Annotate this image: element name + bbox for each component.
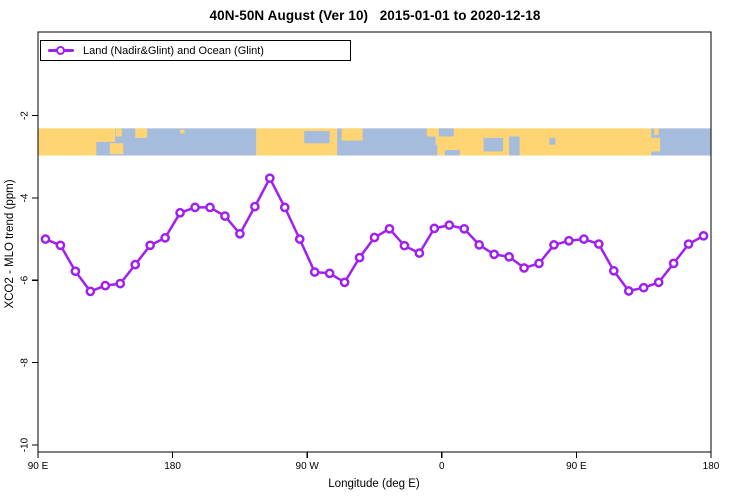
map-patch-north-sea <box>438 128 454 137</box>
data-point-marker <box>235 228 245 239</box>
data-point-marker <box>309 267 320 277</box>
data-point-marker <box>698 230 709 241</box>
data-point-marker <box>399 240 410 251</box>
map-patch-newfoundland <box>341 128 363 141</box>
y-tick-label: -2 <box>20 111 31 120</box>
y-tick-label: -10 <box>20 437 31 452</box>
data-point-marker <box>279 202 290 213</box>
data-point-marker <box>250 201 260 212</box>
data-point-marker <box>519 263 529 273</box>
data-point-marker <box>324 268 335 279</box>
data-point-marker <box>429 223 440 234</box>
data-point-marker <box>564 235 574 246</box>
x-tick-label: 180 <box>164 461 181 472</box>
y-tick-label: -4 <box>20 193 31 202</box>
axes: 90 E 180 90 W 0 90 E 180 -2 -4 -6 -8 -10 <box>20 31 720 472</box>
map-patch-sakhalin <box>115 128 122 137</box>
x-tick-label: 90 E <box>566 461 587 472</box>
x-tick-label: 180 <box>703 461 720 472</box>
legend: Land (Nadir&Glint) and Ocean (Glint) <box>40 40 351 61</box>
map-patch-lake-balkhash <box>549 137 556 145</box>
data-series <box>40 173 709 297</box>
map-patch-black-sea <box>483 137 504 152</box>
data-point-marker <box>220 211 230 221</box>
data-point-marker <box>100 280 111 291</box>
data-point-marker <box>55 240 66 251</box>
data-point-marker <box>579 234 589 244</box>
data-point-marker <box>294 234 305 244</box>
data-point-marker <box>369 232 380 243</box>
map-patch-bay-of-biscay <box>429 144 438 156</box>
data-point-marker <box>145 240 156 251</box>
plot-border <box>37 31 712 453</box>
y-tick-label: -6 <box>20 275 31 284</box>
map-patch-sakhalin-wrap <box>654 128 659 136</box>
data-point-marker <box>534 258 544 269</box>
map-patch-great-lakes <box>304 131 330 144</box>
chart-title: 40N-50N August (Ver 10) 2015-01-01 to 20… <box>209 8 541 23</box>
data-point-marker <box>608 265 619 276</box>
data-point-marker <box>384 223 395 234</box>
data-point-marker <box>190 202 200 213</box>
x-tick-label: 0 <box>439 461 445 472</box>
map-land-segment <box>435 128 652 156</box>
data-point-marker <box>130 259 141 270</box>
data-point-marker <box>474 240 485 250</box>
data-point-marker <box>623 286 634 296</box>
y-tick-label: -8 <box>20 358 31 367</box>
map-patch-mediterranean <box>444 150 460 156</box>
x-axis-title: Longitude (deg E) <box>328 478 420 490</box>
data-point-marker <box>85 286 96 297</box>
data-point-marker <box>40 234 51 244</box>
data-point-marker <box>264 173 275 184</box>
data-point-marker <box>160 233 170 243</box>
data-point-marker <box>414 248 425 258</box>
data-point-marker <box>205 202 215 213</box>
map-patch-caspian-sea <box>509 136 520 156</box>
map-ocean-segment <box>651 128 711 156</box>
map-patch-kamchatka <box>135 128 148 138</box>
data-point-marker <box>115 278 126 289</box>
x-tick-label: 90 E <box>28 461 49 472</box>
legend-label: Land (Nadir&Glint) and Ocean (Glint) <box>83 44 264 57</box>
data-point-marker <box>549 240 559 250</box>
data-point-marker <box>354 252 365 263</box>
x-tick-label: 90 W <box>296 461 320 472</box>
data-point-marker <box>459 223 470 234</box>
data-point-marker <box>593 239 604 249</box>
data-point-marker <box>444 220 455 230</box>
map-patch-japan-wrap <box>651 137 661 152</box>
data-point-marker <box>175 207 185 218</box>
data-point-marker <box>638 282 649 293</box>
data-point-marker <box>489 249 499 260</box>
data-point-marker <box>668 258 679 269</box>
legend-line-marker-icon <box>48 45 74 56</box>
map-patch-aleutians <box>180 129 185 134</box>
map-patch-japan <box>109 143 124 155</box>
map-patch-britain <box>426 128 436 137</box>
data-point-marker <box>683 239 694 249</box>
latitude-band-map <box>38 128 711 156</box>
data-point-marker <box>70 266 81 277</box>
data-point-marker <box>504 251 514 262</box>
y-axis-title: XCO2 - MLO trend (ppm) <box>4 179 16 308</box>
data-point-marker <box>653 277 664 288</box>
data-point-marker <box>339 277 350 288</box>
